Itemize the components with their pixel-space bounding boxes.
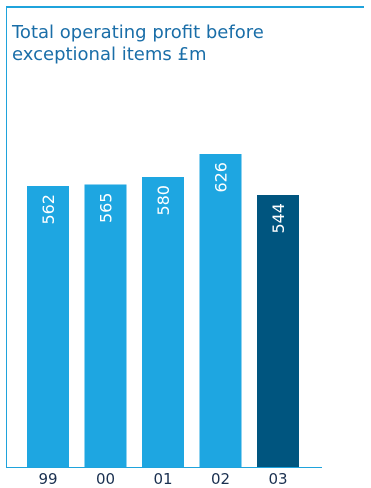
bar-00 [84,184,127,467]
chart-title-text: Total operating profit before exceptiona… [12,22,264,65]
chart-title: Total operating profit before exceptiona… [12,22,332,66]
frame-top-rule [6,6,364,8]
bar-02 [199,154,242,467]
bar-value-label-01: 580 [154,185,173,216]
bar-value-label-03: 544 [269,203,288,234]
bar-value-label-00: 565 [97,193,116,224]
chart-unit: £m [177,44,207,65]
bar-value-label-02: 626 [212,162,231,193]
bar-01 [142,177,184,467]
frame-bottom-rule [6,467,322,468]
bar-value-label-99: 562 [39,194,58,225]
x-tick-label-03: 03 [268,470,287,488]
x-tick-label-00: 00 [96,470,115,488]
x-tick-label-01: 01 [153,470,172,488]
frame-left-rule [6,6,7,468]
bar-99 [27,186,69,467]
x-tick-label-02: 02 [211,470,230,488]
bar-03 [257,195,299,467]
x-tick-label-99: 99 [38,470,57,488]
